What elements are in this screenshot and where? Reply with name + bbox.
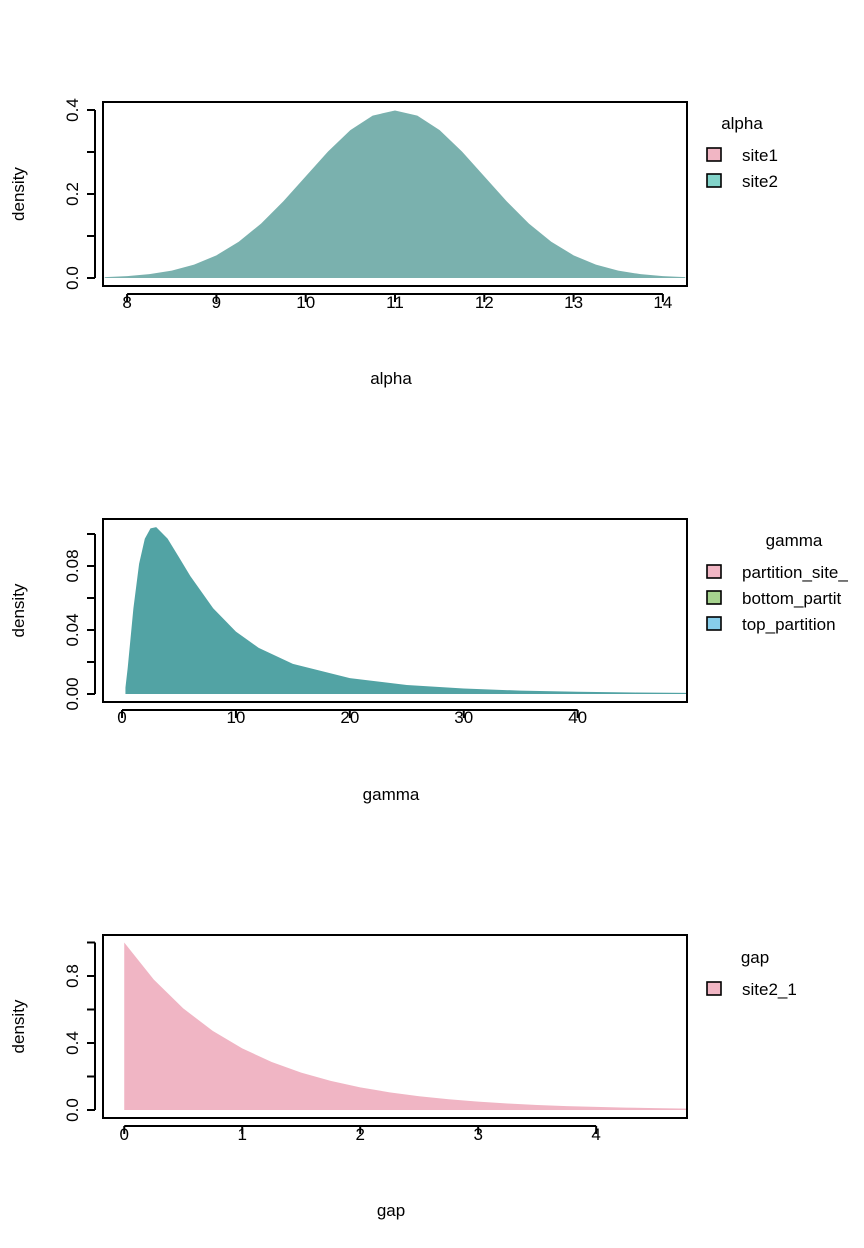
legend-title: gamma [766,531,823,550]
y-tick-label: 0.4 [63,1031,82,1055]
y-tick-label: 0.00 [63,677,82,710]
x-tick-label: 13 [564,293,583,312]
x-tick-label: 1 [237,1125,246,1144]
panel-gap: 0 1 2 3 4 gap 0.0 0.4 0.8 density gap site2_1 [9,934,797,1220]
x-tick-label: 0 [120,1125,129,1144]
x-axis-label: gamma [363,785,420,804]
legend-swatch [706,147,722,162]
y-tick-label: 0.08 [63,549,82,582]
x-tick-label: 2 [355,1125,364,1144]
legend-title: gap [741,948,769,967]
legend-swatch [706,564,722,579]
density-area-gap [124,942,687,1110]
density-area-gamma [125,527,687,694]
legend-label: top_partition [742,615,836,634]
legend-label: site2_1 [742,980,797,999]
density-area-alpha [104,110,686,278]
y-axis-label: density [9,583,28,637]
legend-label: bottom_partit [742,589,841,608]
y-tick-label: 0.04 [63,613,82,646]
x-tick-label: 0 [117,708,126,727]
plot-frame [102,101,688,287]
x-tick-label: 10 [226,708,245,727]
x-tick-label: 12 [475,293,494,312]
legend-label: site1 [742,146,778,165]
x-tick-label: 20 [340,708,359,727]
y-tick-label: 0.0 [63,266,82,290]
x-tick-label: 10 [296,293,315,312]
y-tick-label: 0.0 [63,1098,82,1122]
legend-swatch [706,173,722,188]
x-tick-label: 8 [122,293,131,312]
x-axis-label: alpha [370,369,412,388]
y-tick-label: 0.2 [63,182,82,206]
legend-swatch [706,981,722,996]
x-tick-label: 3 [473,1125,482,1144]
legend-gamma: gamma partition_site_ bottom_partit top_par… [706,531,848,634]
legend-label: site2 [742,172,778,191]
legend-title: alpha [721,114,763,133]
legend-gap: gap site2_1 [706,948,797,999]
y-tick-label: 0.4 [63,98,82,122]
plot-frame [102,934,688,1119]
legend-label: partition_site_ [742,563,848,582]
panel-alpha: 8 9 10 11 12 13 14 alpha 0.0 0.2 0.4 density alpha si… [9,98,778,388]
x-tick-label: 30 [454,708,473,727]
y-axis-label: density [9,999,28,1053]
x-tick-label: 40 [568,708,587,727]
y-tick-label: 0.8 [63,964,82,988]
panel-gamma: 0 10 20 30 40 gamma 0.00 0.04 0.08 density gamma pa… [9,518,848,804]
x-axis-label: gap [377,1201,405,1220]
x-tick-label: 9 [212,293,221,312]
legend-swatch [706,590,722,605]
legend-swatch [706,616,722,631]
x-tick-label: 11 [386,293,404,312]
x-tick-label: 4 [591,1125,600,1144]
y-axis-label: density [9,167,28,221]
plot-frame [102,518,688,703]
legend-alpha: alpha site1 site2 [706,114,778,191]
x-tick-label: 14 [653,293,672,312]
